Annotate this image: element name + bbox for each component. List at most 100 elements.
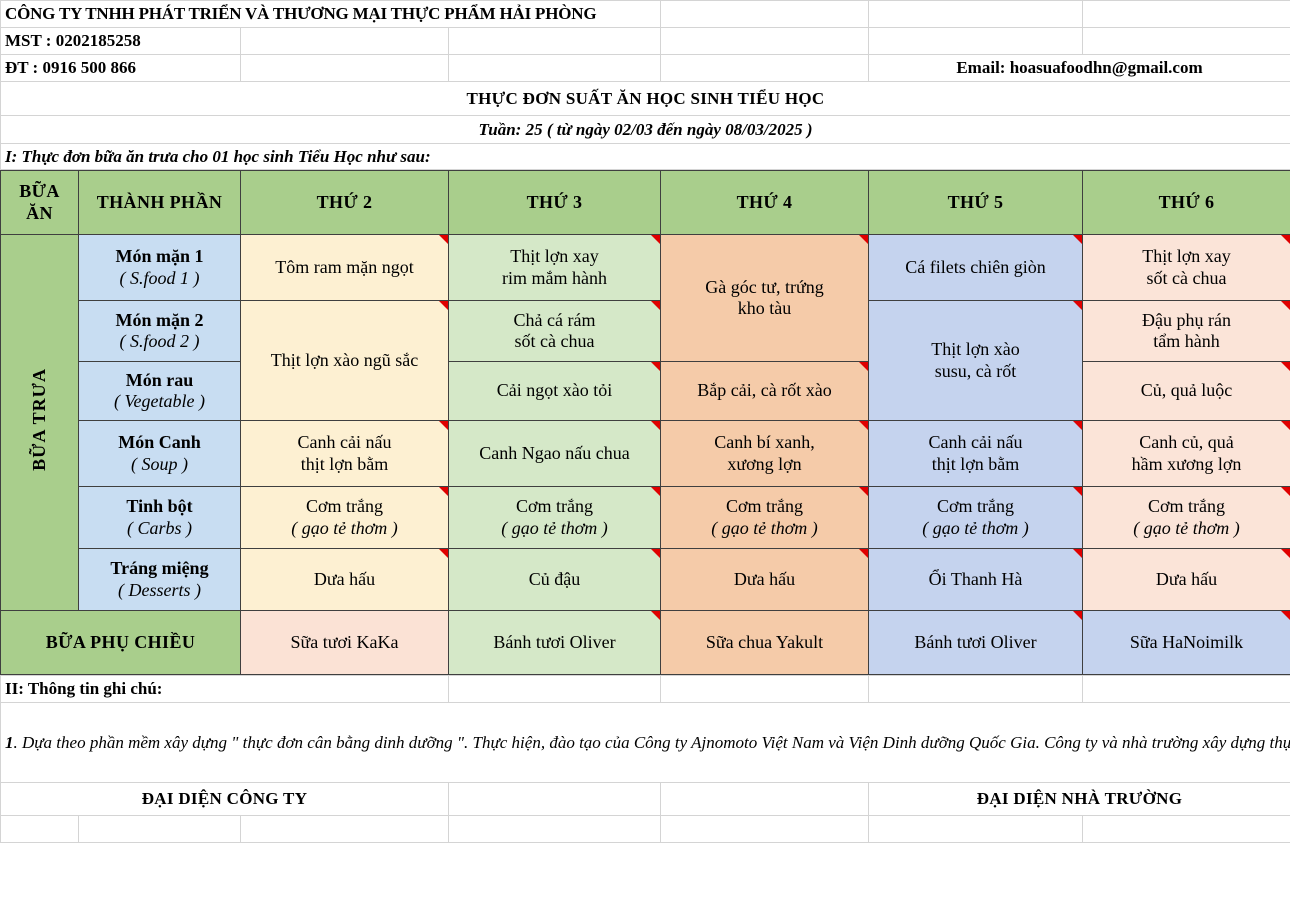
dish-line: Sữa chua Yakult: [705, 631, 824, 652]
dish-line: Chả cá rám: [513, 309, 596, 330]
row-label-carbs: Tinh bột ( Carbs ): [78, 486, 241, 549]
cell-fri-snack[interactable]: Sữa HaNoimilk: [1082, 610, 1290, 675]
cell-tue-soup[interactable]: Canh Ngao nấu chua: [448, 420, 661, 487]
cell-thu-soup[interactable]: Canh cải nấu thịt lợn bằm: [868, 420, 1083, 487]
dish-line: Củ đậu: [528, 568, 581, 589]
menu-table: BỮA ĂN THÀNH PHẦN THỨ 2 THỨ 3 THỨ 4 THỨ …: [0, 170, 1290, 675]
dish-line: Cơm trắng: [1147, 496, 1225, 517]
dish-line-sub: ( gạo tẻ thơm ): [1133, 517, 1240, 538]
dish-line: thịt lợn bằm: [931, 453, 1020, 474]
cell-wed-maindish-1[interactable]: Gà góc tư, trứng kho tàu: [660, 234, 869, 362]
col-header-monday: THỨ 2: [240, 170, 449, 235]
document-header-grid: CÔNG TY TNHH PHÁT TRIỂN VÀ THƯƠNG MẠI TH…: [0, 0, 1290, 170]
row-label-maindish-2: Món mặn 2 ( S.food 2 ): [78, 300, 241, 362]
header-pad-cell: [240, 27, 449, 55]
cell-mon-maindish-2-merged[interactable]: Thịt lợn xào ngũ sắc: [240, 300, 449, 421]
note-item-number: 1: [5, 732, 14, 752]
row-label-dessert: Tráng miệng ( Desserts ): [78, 548, 241, 611]
cell-thu-carbs[interactable]: Cơm trắng ( gạo tẻ thơm ): [868, 486, 1083, 549]
dish-line: Canh cải nấu: [297, 432, 392, 453]
header-pad-cell: [868, 27, 1083, 55]
tax-code: MST : 0202185258: [0, 27, 241, 55]
cell-fri-maindish-1[interactable]: Thịt lợn xay sốt cà chua: [1082, 234, 1290, 301]
footer-pad-cell: [868, 675, 1084, 703]
table-row-maindish-2: Món mặn 2 ( S.food 2 ) Thịt lợn xào ngũ …: [1, 300, 1290, 421]
cell-tue-vegetable[interactable]: Cải ngọt xào tỏi: [448, 361, 661, 421]
cell-fri-soup[interactable]: Canh củ, quả hầm xương lợn: [1082, 420, 1290, 487]
col-header-meal-label: BỮA ĂN: [19, 181, 60, 223]
phone-number: ĐT : 0916 500 866: [0, 54, 241, 82]
dish-line: Cải ngọt xào tỏi: [496, 380, 613, 401]
notes-body-row: 1. Dựa theo phần mềm xây dựng " thực đơn…: [0, 702, 1290, 783]
cell-thu-maindish-1[interactable]: Cá filets chiên giòn: [868, 234, 1083, 301]
col-header-tuesday: THỨ 3: [448, 170, 661, 235]
footer-pad-cell: [660, 815, 870, 843]
dish-line-sub: ( gạo tẻ thơm ): [291, 517, 398, 538]
lunch-vertical-label: BỮA TRƯA: [0, 234, 79, 611]
header-pad-cell: [448, 27, 661, 55]
dish-line: xương lợn: [727, 453, 802, 474]
dish-line: susu, cà rốt: [934, 360, 1017, 381]
header-row-tax: MST : 0202185258: [0, 27, 1290, 55]
cell-thu-dessert[interactable]: Ổi Thanh Hà: [868, 548, 1083, 611]
cell-wed-carbs[interactable]: Cơm trắng ( gạo tẻ thơm ): [660, 486, 869, 549]
lunch-vertical-label-text: BỮA TRƯA: [28, 368, 49, 472]
dish-line: Cơm trắng: [305, 496, 383, 517]
footer-pad-cell: [868, 815, 1084, 843]
header-pad-cell: [660, 0, 869, 28]
cell-fri-vegetable[interactable]: Củ, quả luộc: [1082, 361, 1290, 421]
cell-fri-carbs[interactable]: Cơm trắng ( gạo tẻ thơm ): [1082, 486, 1290, 549]
dish-line: Dưa hấu: [733, 568, 796, 589]
header-row-phone: ĐT : 0916 500 866 Email: hoasuafoodhn@gm…: [0, 54, 1290, 82]
cell-fri-maindish-2[interactable]: Đậu phụ rán tẩm hành: [1082, 300, 1290, 362]
dish-line: Cá filets chiên giòn: [905, 256, 1046, 277]
cell-mon-soup[interactable]: Canh cải nấu thịt lợn bằm: [240, 420, 449, 487]
cell-fri-dessert[interactable]: Dưa hấu: [1082, 548, 1290, 611]
dish-line: Thịt lợn xào ngũ sắc: [270, 349, 419, 370]
footer-grid: II: Thông tin ghi chú: 1. Dựa theo phần …: [0, 675, 1290, 843]
email-address: Email: hoasuafoodhn@gmail.com: [868, 54, 1290, 82]
page-title: THỰC ĐƠN SUẤT ĂN HỌC SINH TIỂU HỌC: [0, 81, 1290, 116]
footer-pad-cell: [239, 815, 450, 843]
dish-line: Canh Ngao nấu chua: [479, 442, 630, 463]
footer-pad-cell: [1082, 675, 1290, 703]
table-row-maindish-1: BỮA TRƯA Món mặn 1 ( S.food 1 ) Tôm ram …: [0, 234, 1290, 611]
dish-line: Cơm trắng: [515, 496, 593, 517]
cell-mon-maindish-1[interactable]: Tôm ram mặn ngọt: [240, 234, 449, 301]
cell-tue-snack[interactable]: Bánh tươi Oliver: [448, 610, 661, 675]
dish-line: Canh bí xanh,: [714, 432, 815, 453]
col-header-thursday: THỨ 5: [868, 170, 1083, 235]
row-label-maindish-1: Món mặn 1 ( S.food 1 ): [78, 234, 241, 301]
cell-tue-maindish-2[interactable]: Chả cá rám sốt cà chua: [448, 300, 661, 362]
dish-line: Thịt lợn xay: [1142, 246, 1231, 267]
cell-wed-vegetable[interactable]: Bắp cải, cà rốt xào: [660, 361, 869, 421]
row-label-en: ( Vegetable ): [114, 391, 205, 411]
cell-mon-carbs[interactable]: Cơm trắng ( gạo tẻ thơm ): [240, 486, 449, 549]
row-label-soup: Món Canh ( Soup ): [78, 420, 241, 487]
row-label-vn: Món mặn 2: [115, 309, 204, 330]
dish-line: thịt lợn bằm: [300, 453, 389, 474]
cell-mon-dessert[interactable]: Dưa hấu: [240, 548, 449, 611]
cell-thu-maindish-2[interactable]: Thịt lợn xào susu, cà rốt: [868, 300, 1083, 421]
signature-company: ĐẠI DIỆN CÔNG TY: [0, 782, 450, 816]
row-label-vn: Món rau: [125, 369, 194, 390]
cell-tue-carbs[interactable]: Cơm trắng ( gạo tẻ thơm ): [448, 486, 661, 549]
footer-pad-cell: [660, 782, 870, 816]
row-label-vn: Tráng miệng: [110, 558, 209, 579]
cell-thu-snack[interactable]: Bánh tươi Oliver: [868, 610, 1083, 675]
footer-pad-cell: [448, 675, 662, 703]
col-header-component-label: THÀNH PHẦN: [96, 191, 223, 212]
row-label-en: ( Carbs ): [126, 517, 192, 538]
footer-pad-cell: [1082, 815, 1290, 843]
dish-line: Bánh tươi Oliver: [914, 631, 1037, 652]
cell-wed-soup[interactable]: Canh bí xanh, xương lợn: [660, 420, 869, 487]
dish-line: kho tàu: [737, 298, 792, 318]
cell-wed-snack[interactable]: Sữa chua Yakult: [660, 610, 869, 675]
cell-mon-snack[interactable]: Sữa tươi KaKa: [240, 610, 449, 675]
cell-tue-maindish-1[interactable]: Thịt lợn xay rim mắm hành: [448, 234, 661, 301]
dish-line-sub: ( gạo tẻ thơm ): [922, 517, 1029, 538]
cell-tue-dessert[interactable]: Củ đậu: [448, 548, 661, 611]
dish-line-sub: ( gạo tẻ thơm ): [501, 517, 608, 538]
cell-wed-dessert[interactable]: Dưa hấu: [660, 548, 869, 611]
footer-pad-cell: [0, 815, 79, 843]
